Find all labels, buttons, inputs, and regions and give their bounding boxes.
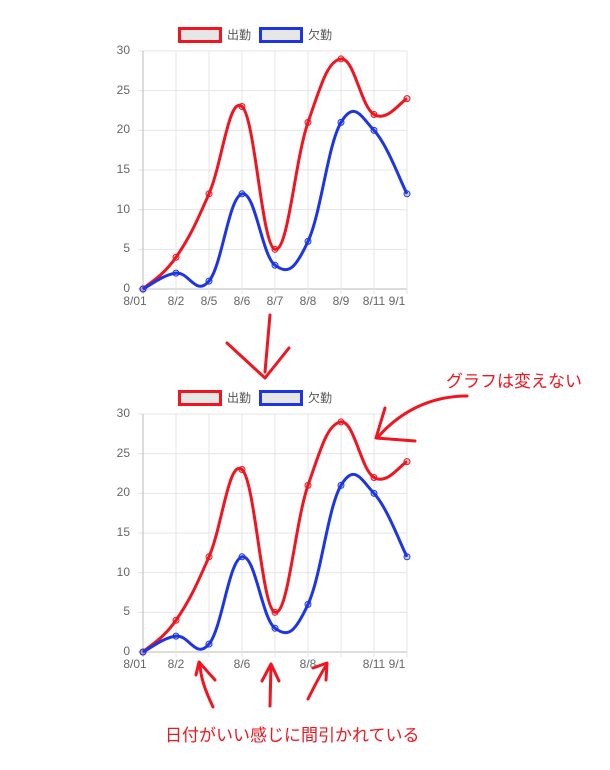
plot-area xyxy=(138,413,411,657)
legend-label-absence: 欠勤 xyxy=(308,391,333,405)
legend-item-attendance[interactable]: 出勤 xyxy=(178,26,251,43)
data-point[interactable] xyxy=(205,190,213,198)
data-point[interactable] xyxy=(403,190,411,198)
data-point[interactable] xyxy=(205,277,213,285)
data-point[interactable] xyxy=(172,616,180,624)
x-tick-label: 8/2 xyxy=(167,294,185,308)
x-tick-label: 8/11 xyxy=(362,294,386,308)
up-arrow-icon-center xyxy=(260,662,281,708)
data-point[interactable] xyxy=(370,110,378,118)
x-tick-label: 8/5 xyxy=(200,294,218,308)
x-tick-label: 8/11 xyxy=(362,657,386,671)
annotation-dates-thinned: 日付がいい感じに間引かれている xyxy=(165,726,420,746)
y-tick-label: 30 xyxy=(116,43,130,57)
data-point[interactable] xyxy=(172,269,180,277)
y-tick-label: 15 xyxy=(116,162,130,176)
data-point[interactable] xyxy=(370,473,378,481)
data-point[interactable] xyxy=(271,624,279,632)
data-point[interactable] xyxy=(205,553,213,561)
y-tick-label: 10 xyxy=(116,201,130,216)
series-line-absence xyxy=(142,472,409,654)
data-point[interactable] xyxy=(172,253,180,261)
data-point[interactable] xyxy=(238,553,246,561)
y-tick-label: 10 xyxy=(116,564,130,579)
data-point[interactable] xyxy=(403,95,411,103)
legend-swatch-attendance xyxy=(178,26,222,43)
chart-after: 出勤 欠勤 30 25 20 15 10 5 0 8/01 8/2 8/6 8/8 8/11 9/1 xyxy=(0,363,610,671)
data-point[interactable] xyxy=(271,261,279,269)
grid xyxy=(138,50,408,294)
y-tick-label: 5 xyxy=(123,241,130,256)
data-point[interactable] xyxy=(403,553,411,561)
y-tick-label: 25 xyxy=(116,82,130,97)
y-tick-label: 5 xyxy=(123,604,130,619)
y-tick-label: 20 xyxy=(116,122,130,137)
data-point[interactable] xyxy=(238,103,246,111)
x-tick-label: 8/8 xyxy=(299,294,317,308)
data-point[interactable] xyxy=(172,632,180,640)
data-point[interactable] xyxy=(337,481,345,489)
legend-swatch-absence xyxy=(259,389,304,406)
data-point[interactable] xyxy=(271,608,279,616)
x-tick-label: 8/8 xyxy=(299,657,317,671)
series-line-attendance xyxy=(141,57,408,291)
data-point[interactable] xyxy=(304,481,312,489)
up-arrow-icon-left xyxy=(194,660,217,709)
chart-before: 出勤 欠勤 30 25 20 15 10 5 0 8/01 8/2 8/5 8/6 8/7 8/8 8/… xyxy=(0,0,610,308)
x-tick-label: 9/1 xyxy=(388,657,406,671)
data-point[interactable] xyxy=(238,190,246,198)
data-point[interactable] xyxy=(271,245,279,253)
x-tick-label: 8/9 xyxy=(332,294,350,308)
y-tick-label: 0 xyxy=(123,281,130,295)
y-tick-label: 30 xyxy=(116,406,130,420)
legend-item-attendance[interactable]: 出勤 xyxy=(178,389,251,406)
chart-legend: 出勤 欠勤 xyxy=(178,26,340,43)
chart-legend: 出勤 欠勤 xyxy=(178,389,340,406)
data-point[interactable] xyxy=(139,648,147,656)
y-tick-label: 25 xyxy=(116,445,130,460)
data-point[interactable] xyxy=(337,55,345,63)
data-point[interactable] xyxy=(238,466,246,474)
data-point[interactable] xyxy=(139,285,147,293)
y-tick-label: 0 xyxy=(123,644,130,658)
x-tick-label: 8/01 xyxy=(123,294,147,308)
x-tick-label: 8/6 xyxy=(233,657,251,671)
x-tick-label: 8/6 xyxy=(233,294,251,308)
x-tick-label: 8/2 xyxy=(167,657,185,671)
legend-item-absence[interactable]: 欠勤 xyxy=(259,26,332,43)
x-tick-label: 9/1 xyxy=(388,294,406,308)
data-point[interactable] xyxy=(337,418,345,426)
data-point[interactable] xyxy=(205,640,213,648)
data-point[interactable] xyxy=(304,237,312,245)
series-line-attendance xyxy=(141,420,408,654)
legend-label-attendance: 出勤 xyxy=(227,391,252,405)
y-tick-label: 20 xyxy=(116,485,130,500)
annotation-graph-unchanged: グラフは変えない xyxy=(446,372,582,392)
y-tick-label: 15 xyxy=(116,525,130,539)
data-point[interactable] xyxy=(370,489,378,497)
legend-swatch-attendance xyxy=(178,389,222,406)
legend-swatch-absence xyxy=(259,26,304,43)
x-tick-label: 8/01 xyxy=(123,657,147,671)
data-point[interactable] xyxy=(403,458,411,466)
plot-area xyxy=(138,50,411,294)
series-line-absence xyxy=(142,109,409,291)
data-point[interactable] xyxy=(337,118,345,126)
legend-item-absence[interactable]: 欠勤 xyxy=(259,389,332,406)
data-point[interactable] xyxy=(304,600,312,608)
legend-label-attendance: 出勤 xyxy=(227,28,252,42)
data-point[interactable] xyxy=(304,118,312,126)
x-tick-label: 8/7 xyxy=(266,294,284,308)
data-point[interactable] xyxy=(370,126,378,134)
legend-label-absence: 欠勤 xyxy=(308,28,333,42)
